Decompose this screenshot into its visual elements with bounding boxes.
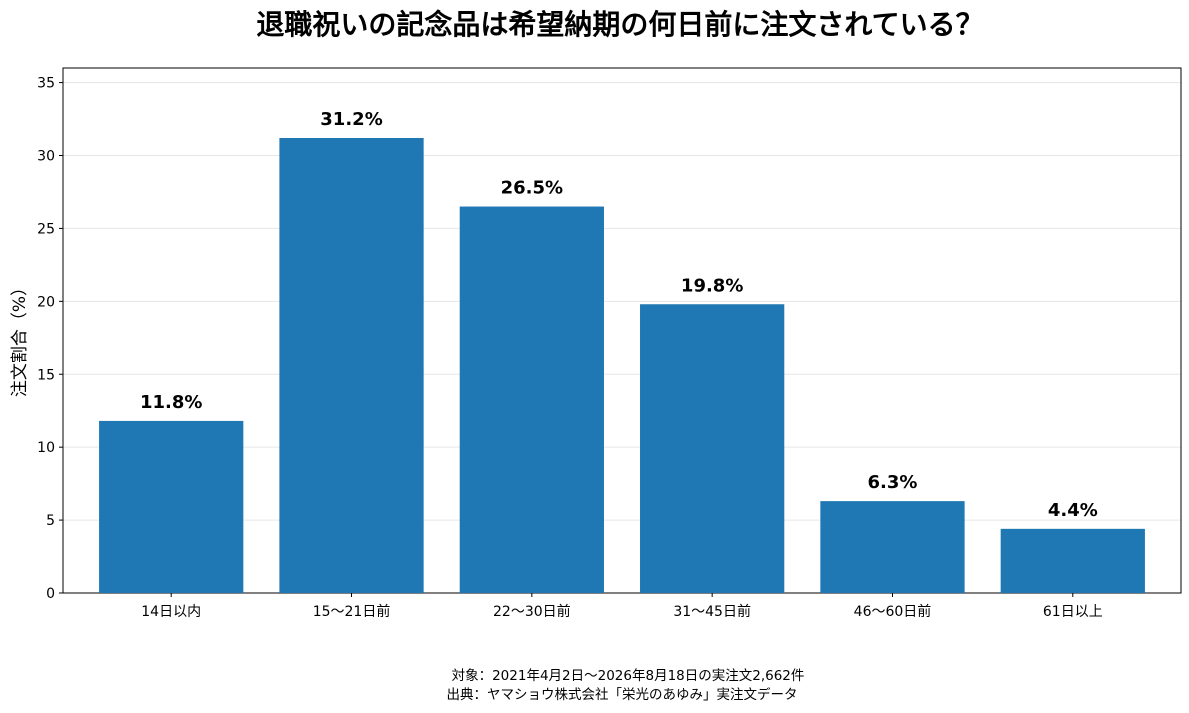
x-tick-label: 14日以内	[141, 604, 201, 620]
bar	[640, 304, 785, 593]
x-tick-label: 61日以上	[1043, 604, 1103, 620]
bar	[1000, 528, 1145, 593]
bar-value-label: 19.8%	[681, 275, 743, 296]
y-tick-label: 0	[46, 586, 55, 602]
plot-frame	[62, 67, 1182, 594]
grid-lines	[63, 82, 1181, 521]
bar-value-label: 11.8%	[140, 392, 202, 413]
x-tick-label: 15〜21日前	[313, 603, 391, 620]
y-tick-label: 20	[37, 294, 55, 310]
bar	[99, 420, 244, 593]
x-tick-label: 46〜60日前	[854, 603, 932, 620]
chart-title: 退職祝いの記念品は希望納期の何日前に注文されている？	[256, 8, 983, 41]
bar-value-label: 4.4%	[1048, 500, 1098, 521]
y-tick-label: 30	[37, 149, 55, 165]
x-axis-ticks: 14日以内 15〜21日前 22〜30日前 31〜45日前 46〜60日前 61日以上	[141, 593, 1103, 620]
bar	[459, 206, 604, 593]
footnote-target: 対象：2021年4月2日〜2026年8月18日の実注文2,662件	[452, 668, 805, 684]
bar	[279, 138, 424, 593]
y-axis-ticks: 0 5 10 15 20 25 30 35	[37, 76, 63, 602]
y-tick-label: 10	[37, 440, 55, 456]
bar-value-labels: 11.8% 31.2% 26.5% 19.8% 6.3% 4.4%	[140, 109, 1098, 521]
bar-value-label: 6.3%	[868, 472, 918, 493]
bar-value-label: 26.5%	[501, 178, 563, 199]
bar	[820, 501, 965, 593]
bar-value-label: 31.2%	[320, 109, 382, 130]
y-axis-label: 注文割合（%）	[10, 279, 30, 397]
y-tick-label: 35	[37, 76, 55, 92]
bars	[99, 138, 1145, 593]
x-tick-label: 31〜45日前	[673, 603, 751, 620]
y-tick-label: 5	[46, 513, 55, 529]
footnote-source: 出典：ヤマショウ株式会社「栄光のあゆみ」実注文データ	[447, 686, 798, 703]
y-tick-label: 25	[37, 221, 55, 237]
x-tick-label: 22〜30日前	[493, 603, 571, 620]
y-tick-label: 15	[37, 367, 55, 383]
